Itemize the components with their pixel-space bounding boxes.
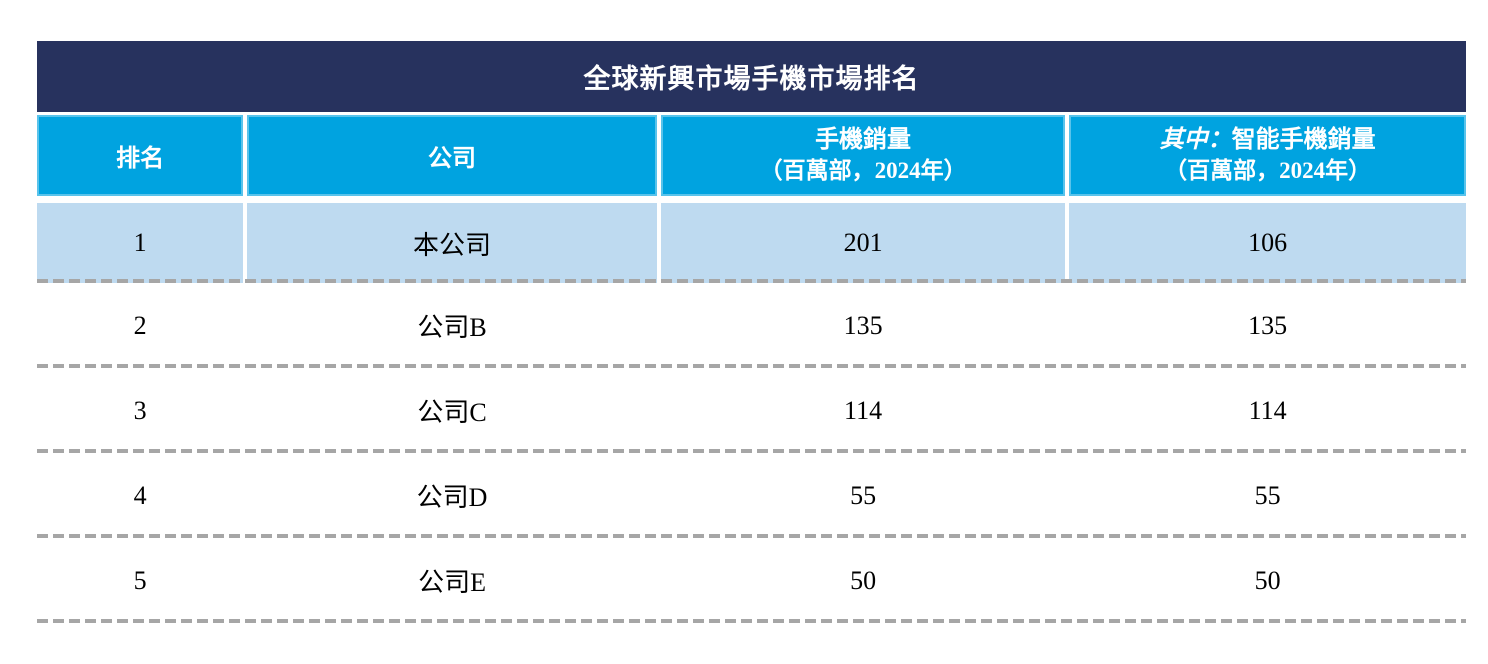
phone-sales-cell: 201 [660,203,1066,283]
company-cell: 公司D [416,483,488,512]
rank-cell: 4 [133,480,147,510]
header-rank: 排名 [37,115,244,196]
company-cell: 公司E [418,568,486,597]
ranking-table: 全球新興市場手機市場排名 排名 公司 手機銷量 （百萬部，2024年） 其中：智… [37,41,1466,623]
row-divider [37,449,1466,453]
table-row: 4 公司D 55 55 [37,453,1466,538]
header-smartphone-sales: 其中：智能手機銷量 （百萬部，2024年） [1069,115,1466,196]
smartphone-sales-cell: 106 [1069,203,1466,283]
table-row: 2 公司B 135 135 [37,283,1466,368]
table-title: 全球新興市場手機市場排名 [583,64,920,94]
row-divider [37,534,1466,538]
phone-sales-cell: 135 [843,310,883,340]
rank-cell: 1 [37,203,244,283]
header-smartphone-italic: 其中： [1159,127,1232,154]
smartphone-sales-cell: 135 [1248,310,1288,340]
rank-cell: 2 [133,310,147,340]
table-row: 5 公司E 50 50 [37,538,1466,623]
table-header-row: 排名 公司 手機銷量 （百萬部，2024年） 其中：智能手機銷量 （百萬部，20… [37,115,1466,196]
row-divider [37,619,1466,623]
smartphone-sales-cell: 114 [1248,395,1287,425]
row-divider [37,364,1466,368]
header-phone-sales: 手機銷量 （百萬部，2024年） [660,115,1066,196]
company-cell: 公司B [417,313,487,342]
row-divider [37,279,1466,283]
phone-sales-cell: 114 [844,395,883,425]
phone-sales-cell: 50 [850,565,877,595]
table-title-bar: 全球新興市場手機市場排名 [37,41,1466,112]
rank-cell: 3 [133,395,147,425]
table-row: 3 公司C 114 114 [37,368,1466,453]
table-row: 1 本公司 201 106 [37,203,1466,283]
header-company: 公司 [247,115,657,196]
company-cell: 本公司 [247,203,657,283]
header-smartphone-rest: 智能手機銷量 [1231,127,1376,154]
phone-sales-cell: 55 [850,480,877,510]
smartphone-sales-cell: 50 [1254,565,1281,595]
smartphone-sales-cell: 55 [1254,480,1281,510]
company-cell: 公司C [417,398,487,427]
rank-cell: 5 [133,565,147,595]
